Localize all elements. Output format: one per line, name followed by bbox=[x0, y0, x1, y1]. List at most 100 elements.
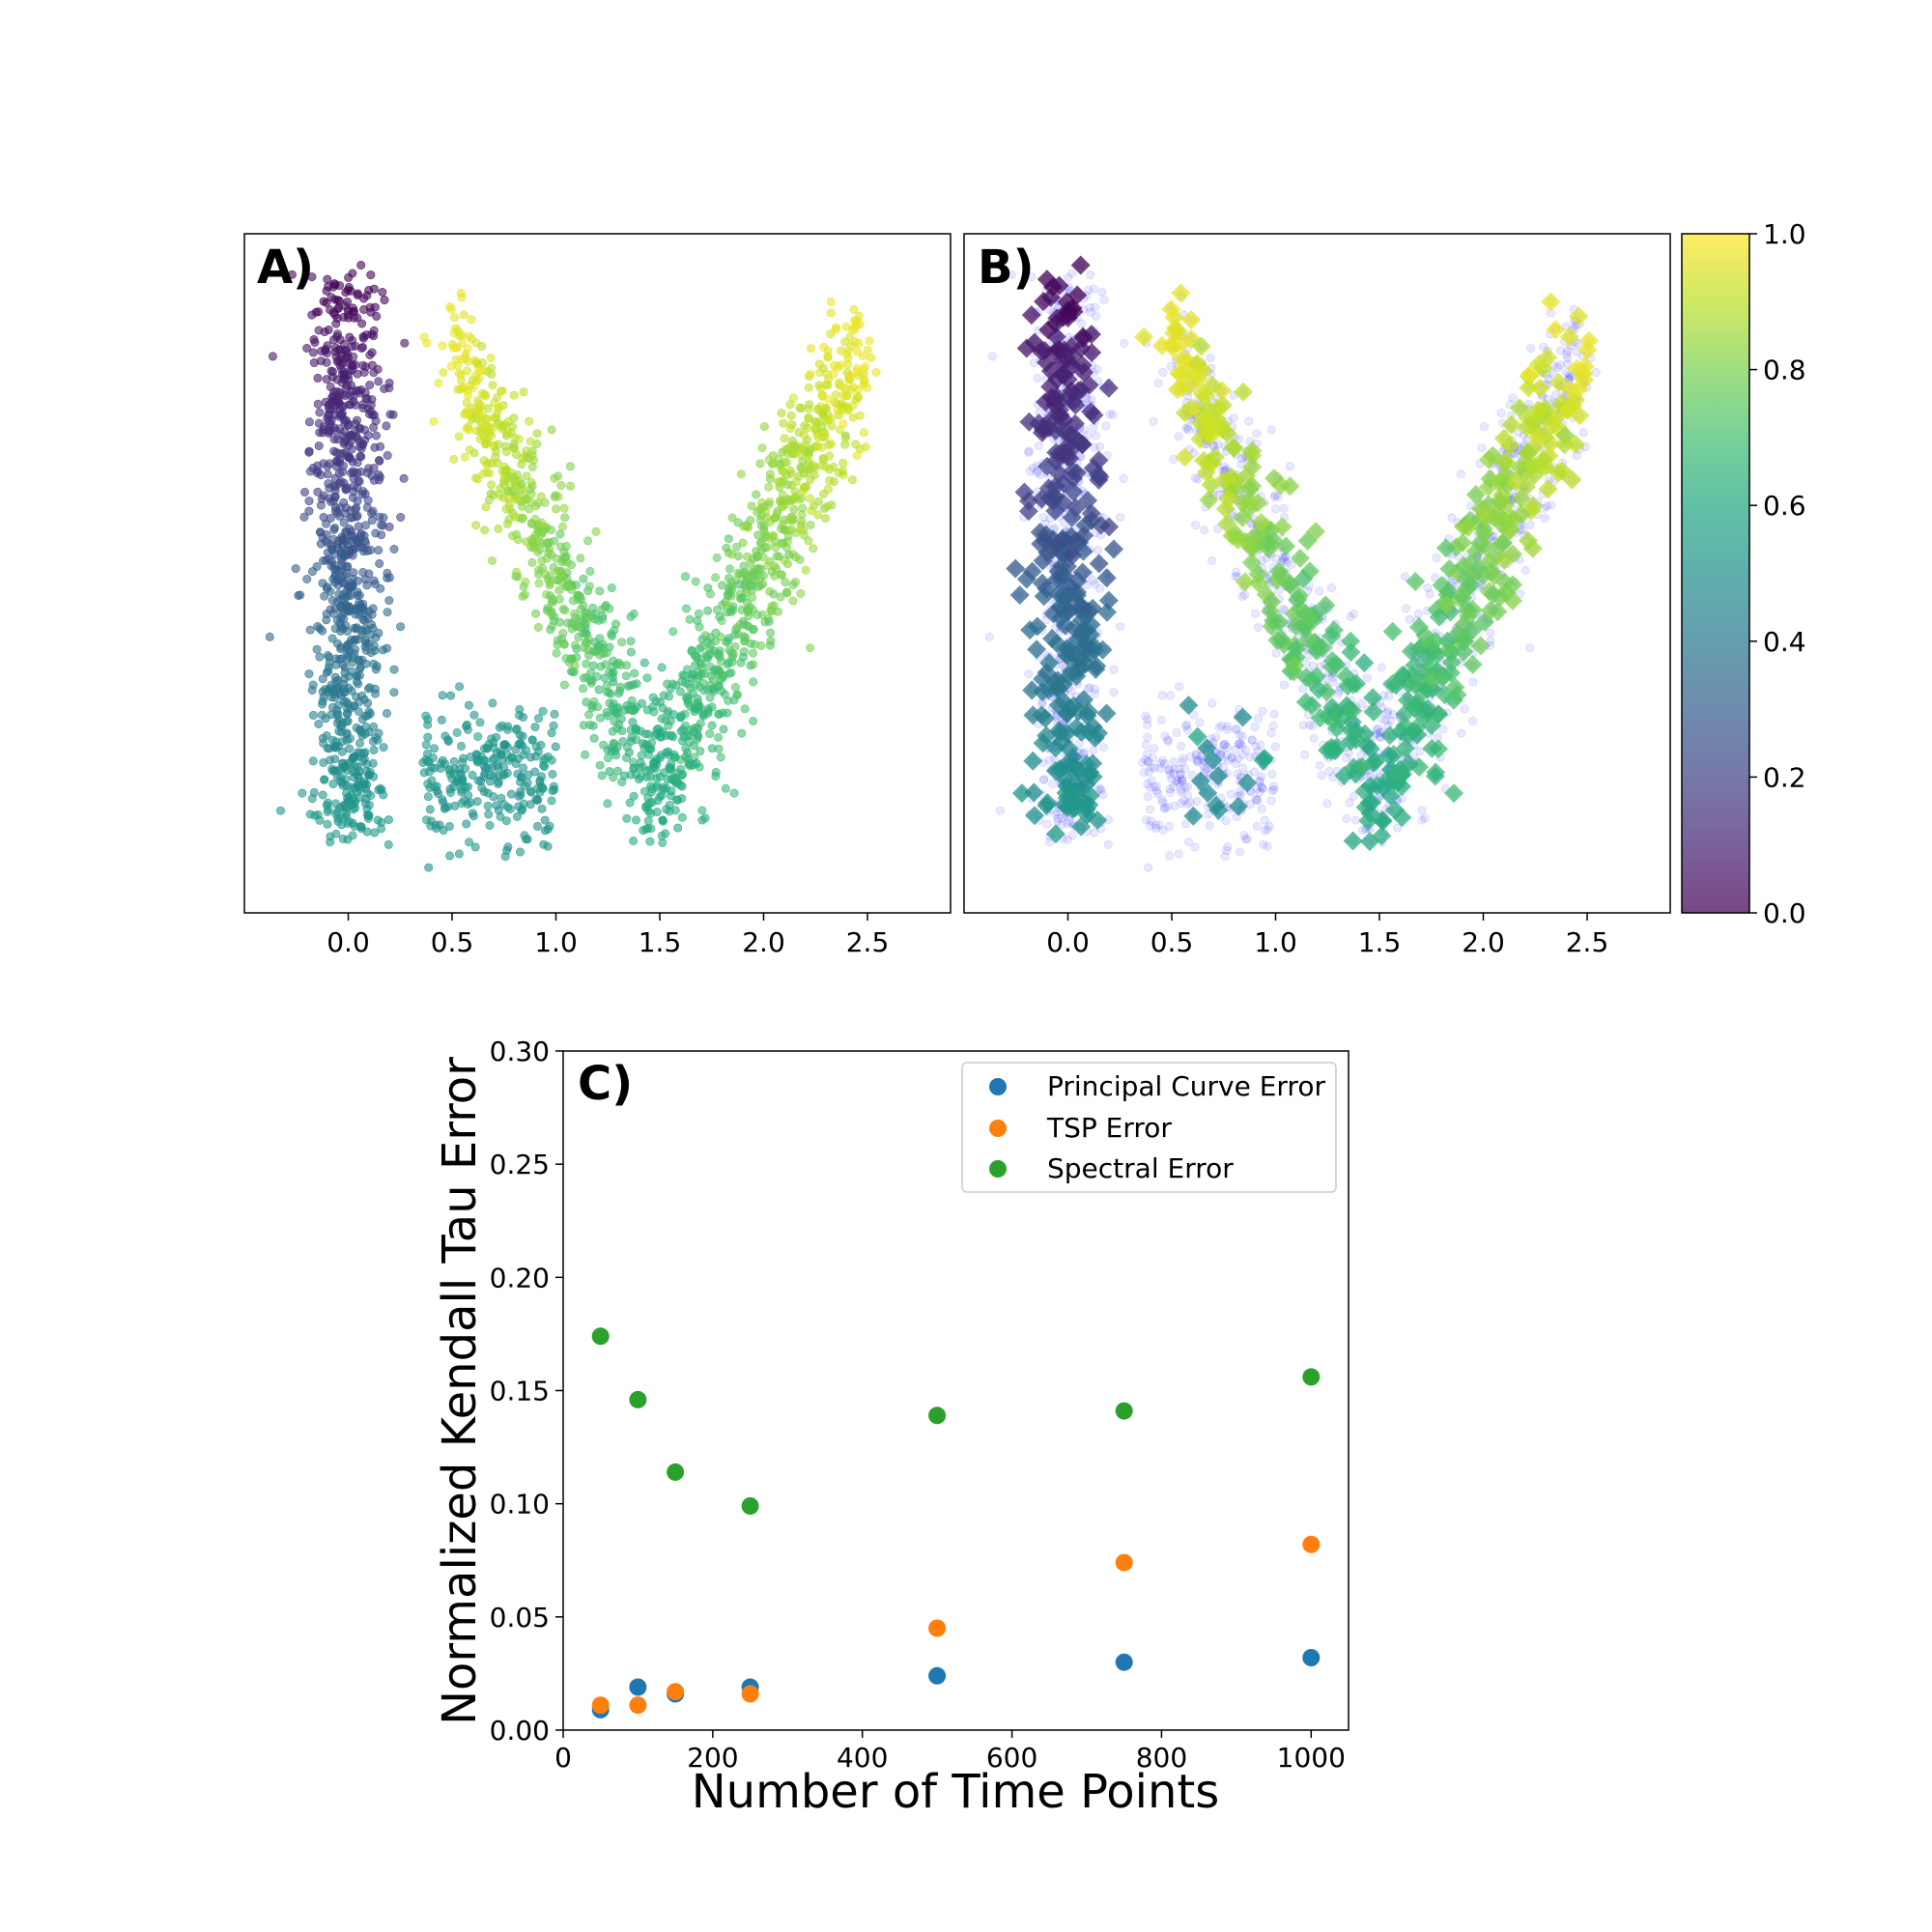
panel-a-point bbox=[503, 486, 513, 496]
panel-a-point bbox=[348, 269, 357, 278]
panel-a-point bbox=[749, 624, 758, 634]
panel-a-point bbox=[729, 788, 739, 798]
panel-b-background-point bbox=[1024, 447, 1034, 457]
panel-a-x-tick-label: 0.0 bbox=[327, 926, 370, 958]
panel-b-background-point bbox=[1270, 491, 1280, 500]
panel-a-point bbox=[329, 523, 339, 532]
panel-b-background-point bbox=[1178, 776, 1187, 785]
panel-a-point bbox=[322, 668, 331, 677]
panel-a-point bbox=[522, 471, 531, 481]
panel-a-point bbox=[438, 691, 447, 700]
panel-a-point bbox=[865, 336, 874, 346]
panel-b-background-point bbox=[1091, 689, 1100, 698]
panel-a-point bbox=[803, 423, 812, 433]
panel-b-background-point bbox=[1172, 727, 1181, 737]
panel-b-background-point bbox=[1143, 792, 1152, 802]
panel-b-background-point bbox=[1324, 767, 1334, 777]
panel-a-point bbox=[526, 437, 535, 446]
panel-a-point bbox=[294, 590, 303, 600]
panel-a-point bbox=[549, 721, 558, 730]
panel-a-point bbox=[826, 297, 836, 306]
panel-a-point bbox=[696, 747, 705, 756]
panel-b-background-point bbox=[1149, 416, 1158, 426]
panel-a-point bbox=[495, 403, 504, 412]
panel-a-point bbox=[560, 606, 570, 615]
panel-b-background-point bbox=[1263, 824, 1272, 834]
panel-a-point bbox=[355, 590, 364, 600]
panel-b-background-point bbox=[1092, 431, 1101, 440]
panel-b-background-point bbox=[1147, 762, 1156, 772]
panel-a-point bbox=[789, 504, 799, 514]
panel-a-point bbox=[534, 565, 544, 575]
panel-a-point bbox=[647, 784, 657, 794]
panel-a-point bbox=[863, 345, 872, 355]
panel-b-background-point bbox=[1154, 820, 1164, 830]
panel-a-point bbox=[840, 431, 850, 440]
panel-a-point bbox=[324, 325, 333, 334]
panel-a-point bbox=[519, 387, 528, 397]
panel-a-point bbox=[726, 668, 736, 677]
panel-b-background-point bbox=[1007, 270, 1016, 279]
panel-a-point bbox=[780, 434, 789, 443]
panel-a-point bbox=[826, 439, 836, 448]
panel-a-point bbox=[810, 461, 819, 470]
panel-b-background-point bbox=[1177, 741, 1186, 751]
panel-a-point bbox=[756, 640, 766, 650]
panel-a-point bbox=[738, 538, 748, 548]
panel-a-point bbox=[396, 622, 406, 632]
panel-b-background-point bbox=[1045, 755, 1055, 765]
panel-a-point bbox=[319, 425, 328, 435]
panel-a-point bbox=[760, 543, 770, 553]
panel-a-point bbox=[497, 721, 507, 730]
panel-a-point bbox=[640, 740, 650, 750]
panel-a-point bbox=[339, 339, 349, 349]
panel-a-point bbox=[328, 609, 338, 618]
panel-b-background-point bbox=[1143, 720, 1152, 729]
panel-a-point bbox=[345, 332, 355, 342]
panel-a-point bbox=[461, 764, 470, 774]
panel-b-background-point bbox=[1153, 789, 1163, 799]
panel-a-point bbox=[830, 398, 839, 408]
panel-a-point bbox=[581, 750, 590, 759]
panel-b-background-point bbox=[1083, 431, 1093, 440]
panel-a-point bbox=[765, 469, 775, 479]
panel-a-point bbox=[364, 810, 374, 820]
panel-a-point bbox=[847, 475, 857, 485]
panel-b-background-point bbox=[1250, 723, 1260, 732]
panel-a: 0.0 0.5 1.0 1.5 2.0 2.5 A) bbox=[243, 233, 952, 958]
panel-a-point bbox=[616, 714, 626, 724]
panel-a-point bbox=[362, 546, 372, 555]
panel-a-point bbox=[584, 582, 594, 591]
panel-a-point bbox=[657, 831, 667, 840]
panel-a-point bbox=[703, 583, 713, 593]
panel-a-point bbox=[673, 823, 683, 833]
panel-a-point bbox=[368, 604, 378, 613]
panel-b-background-point bbox=[1033, 373, 1042, 383]
panel-a-point bbox=[825, 475, 835, 485]
panel-a-point bbox=[664, 721, 673, 730]
panel-a-point bbox=[680, 572, 690, 582]
panel-a-point bbox=[554, 585, 564, 595]
panel-b-background-point bbox=[1175, 764, 1184, 774]
panel-a-point bbox=[639, 826, 648, 836]
panel-a-point bbox=[777, 409, 786, 418]
panel-b-background-point bbox=[1169, 756, 1179, 766]
panel-a-point bbox=[485, 469, 495, 478]
panel-b-background-point bbox=[1215, 747, 1225, 756]
panel-a-point bbox=[779, 538, 788, 548]
panel-b-background-point bbox=[1143, 779, 1152, 788]
panel-b-background-point bbox=[1543, 501, 1552, 511]
panel-a-point bbox=[331, 319, 341, 328]
panel-a-point bbox=[315, 408, 325, 417]
panel-b-background-point bbox=[1157, 795, 1167, 805]
panel-a-point bbox=[491, 452, 500, 462]
panel-a-point bbox=[854, 311, 864, 321]
panel-a-point bbox=[766, 606, 776, 615]
panel-b-background-point bbox=[1177, 784, 1186, 794]
panel-b-background-point bbox=[996, 806, 1006, 815]
panel-b-background-point bbox=[1095, 441, 1105, 451]
panel-b-background-point bbox=[987, 352, 997, 361]
panel-a-point bbox=[683, 692, 693, 701]
panel-a-point bbox=[339, 478, 349, 488]
panel-a-point bbox=[464, 356, 473, 366]
